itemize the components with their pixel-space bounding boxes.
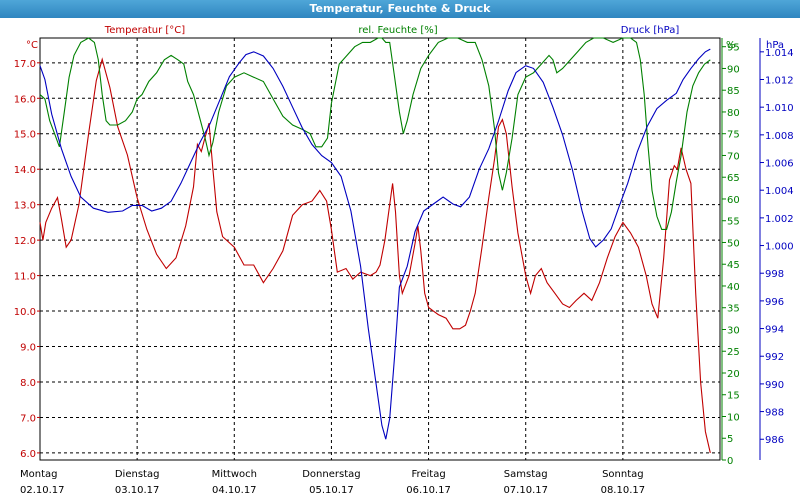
x-tick-date-label: 04.10.17 (212, 485, 257, 496)
temperature-axis-title: Temperatur [°C] (104, 25, 185, 36)
x-tick-date-label: 06.10.17 (406, 485, 451, 496)
humidity-tick-label: 70 (727, 151, 740, 162)
pressure-axis-title: Druck [hPa] (621, 25, 680, 36)
plot-area (39, 37, 721, 461)
series-line-humidity (39, 37, 711, 230)
pressure-tick-label: 1.000 (765, 242, 794, 253)
temperature-tick-label: 16.0 (14, 94, 36, 105)
humidity-tick-label: 10 (727, 412, 740, 423)
humidity-tick-label: 65 (727, 173, 740, 184)
pressure-tick-label: 996 (765, 297, 784, 308)
x-tick-day-label: Mittwoch (212, 469, 257, 480)
series-line-pressure (39, 48, 711, 440)
series-line-temperature (39, 57, 711, 454)
temperature-tick-label: 12.0 (14, 236, 36, 247)
temperature-tick-label: 9.0 (20, 343, 36, 354)
x-tick-date-label: 02.10.17 (20, 485, 65, 496)
humidity-tick-label: 60 (727, 195, 740, 206)
humidity-tick-label: 90 (727, 64, 740, 75)
x-tick-day-label: Dienstag (115, 469, 160, 480)
temperature-tick-label: 13.0 (14, 201, 36, 212)
pressure-tick-label: 994 (765, 325, 784, 336)
humidity-tick-label: 45 (727, 260, 740, 271)
humidity-tick-label: 95 (727, 43, 740, 54)
x-tick-day-label: Freitag (411, 469, 445, 480)
temperature-tick-label: 11.0 (14, 272, 36, 283)
temperature-tick-label: 7.0 (20, 413, 36, 424)
temperature-tick-label: 8.0 (20, 378, 36, 389)
pressure-tick-label: 1.008 (765, 131, 794, 142)
humidity-axis-title: rel. Feuchte [%] (358, 25, 437, 36)
humidity-tick-label: 15 (727, 391, 740, 402)
temperature-tick-label: 6.0 (20, 449, 36, 460)
x-tick-date-label: 05.10.17 (309, 485, 354, 496)
pressure-tick-label: 1.002 (765, 214, 794, 225)
chart-title: Temperatur, Feuchte & Druck (309, 2, 491, 15)
x-tick-date-label: 03.10.17 (115, 485, 160, 496)
x-tick-day-label: Montag (20, 469, 57, 480)
pressure-tick-label: 1.010 (765, 103, 794, 114)
humidity-tick-label: 80 (727, 108, 740, 119)
humidity-tick-label: 40 (727, 282, 740, 293)
x-tick-date-label: 08.10.17 (601, 485, 646, 496)
pressure-tick-label: 988 (765, 408, 784, 419)
pressure-tick-label: 1.014 (765, 48, 794, 59)
humidity-tick-label: 75 (727, 130, 740, 141)
x-tick-date-label: 07.10.17 (503, 485, 548, 496)
humidity-unit-label: % (726, 40, 736, 51)
humidity-tick-label: 25 (727, 347, 740, 358)
temperature-tick-label: 17.0 (14, 59, 36, 70)
humidity-tick-label: 50 (727, 238, 740, 249)
pressure-tick-label: 998 (765, 269, 784, 280)
pressure-tick-label: 1.006 (765, 159, 794, 170)
x-tick-day-label: Donnerstag (302, 469, 360, 480)
pressure-tick-label: 992 (765, 352, 784, 363)
pressure-tick-label: 1.004 (765, 186, 794, 197)
humidity-tick-label: 5 (727, 434, 733, 445)
humidity-tick-label: 30 (727, 325, 740, 336)
humidity-tick-label: 20 (727, 369, 740, 380)
pressure-tick-label: 1.012 (765, 76, 794, 87)
humidity-tick-label: 0 (727, 456, 733, 467)
x-tick-day-label: Sonntag (602, 469, 644, 480)
pressure-unit-label: hPa (766, 40, 784, 51)
humidity-tick-label: 55 (727, 217, 740, 228)
temperature-tick-label: 10.0 (14, 307, 36, 318)
chart-title-bar: Temperatur, Feuchte & Druck (0, 0, 800, 18)
temperature-tick-label: 14.0 (14, 165, 36, 176)
humidity-tick-label: 35 (727, 304, 740, 315)
x-tick-day-label: Samstag (504, 469, 548, 480)
pressure-tick-label: 986 (765, 435, 784, 446)
humidity-tick-label: 85 (727, 86, 740, 97)
pressure-tick-label: 990 (765, 380, 784, 391)
temperature-unit-label: °C (26, 40, 38, 51)
temperature-tick-label: 15.0 (14, 130, 36, 141)
